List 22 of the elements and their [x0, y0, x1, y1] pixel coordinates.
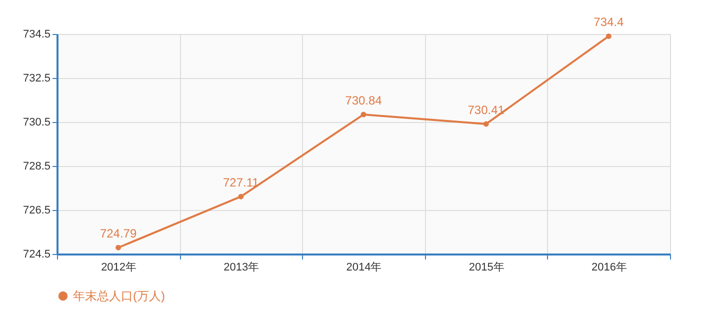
- data-label: 730.41: [468, 102, 505, 117]
- x-tick-label: 2013年: [224, 262, 260, 274]
- data-label: 730.84: [345, 94, 382, 108]
- x-tick-label: 2016年: [591, 262, 627, 274]
- y-tick-label: 730.5: [22, 116, 50, 128]
- x-tick-label: 2012年: [101, 262, 137, 274]
- data-label: 734.4: [594, 15, 624, 30]
- data-label: 724.79: [100, 226, 137, 241]
- legend-label: 年末总人口(万人): [73, 289, 165, 303]
- y-tick-label: 734.5: [22, 28, 50, 40]
- y-tick-label: 728.5: [22, 160, 50, 172]
- x-tick-label: 2015年: [468, 262, 504, 274]
- point: [238, 194, 244, 200]
- y-tick-label: 724.5: [22, 248, 50, 260]
- y-tick-label: 732.5: [22, 72, 50, 84]
- point: [483, 121, 489, 127]
- data-label: 727.11: [222, 176, 260, 190]
- point: [360, 112, 366, 118]
- x-tick-label: 2014年: [346, 262, 382, 274]
- point: [116, 244, 122, 250]
- point: [606, 33, 612, 39]
- y-tick-label: 726.5: [22, 204, 50, 216]
